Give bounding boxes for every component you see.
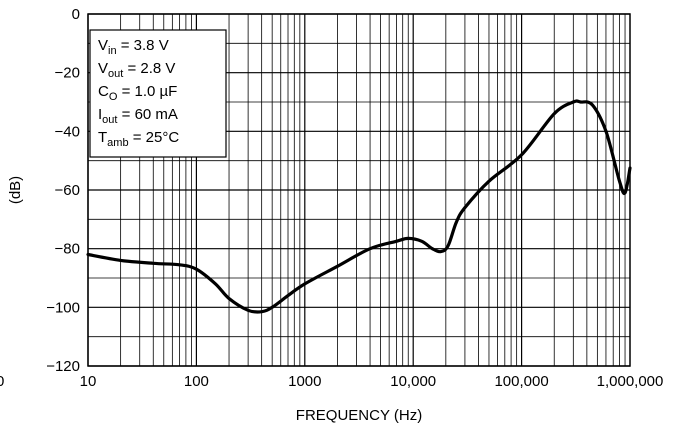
plot-frame <box>87 13 631 367</box>
x-tick-labels: 10 100 1000 10,000 100,000 1,000,000 <box>80 373 664 390</box>
y-tick-label: 0 <box>72 6 80 23</box>
x-tick-label: 1000 <box>288 373 321 390</box>
legend: Vin = 3.8 V Vout = 2.8 V CO = 1.0 µF Iout =… <box>89 29 227 158</box>
x-tick-label: 10,000 <box>390 373 436 390</box>
x-tick-label: 100 <box>184 373 209 390</box>
legend-entry: CO = 1.0 µF <box>98 83 177 103</box>
y-tick-label: −120 <box>46 358 80 375</box>
y-tick-label: −60 <box>55 182 80 199</box>
x-tick-label: 1,000,000 <box>597 373 664 390</box>
legend-entry: Iout = 60 mA <box>98 106 178 126</box>
y-tick-label: −40 <box>55 123 80 140</box>
legend-box <box>89 29 227 158</box>
x-axis-label: FREQUENCY (Hz) <box>296 407 422 424</box>
y-tick-label: −20 <box>55 65 80 82</box>
y-tick-label: −80 <box>55 241 80 258</box>
x-tick-label: 10 <box>80 373 97 390</box>
y-tick-labels: 0 −20 −40 −60 −80 −100 −120 <box>46 6 80 375</box>
y-axis-label: (dB) <box>7 176 24 204</box>
series-group <box>86 99 632 314</box>
series-line <box>86 99 632 314</box>
left-edge-label: 0 <box>0 373 4 390</box>
legend-entry: Vout = 2.8 V <box>98 60 175 80</box>
legend-entry: Tamb = 25°C <box>98 129 179 149</box>
y-tick-label: −100 <box>46 299 80 316</box>
legend-entry: Vin = 3.8 V <box>98 37 169 57</box>
x-tick-label: 100,000 <box>494 373 548 390</box>
